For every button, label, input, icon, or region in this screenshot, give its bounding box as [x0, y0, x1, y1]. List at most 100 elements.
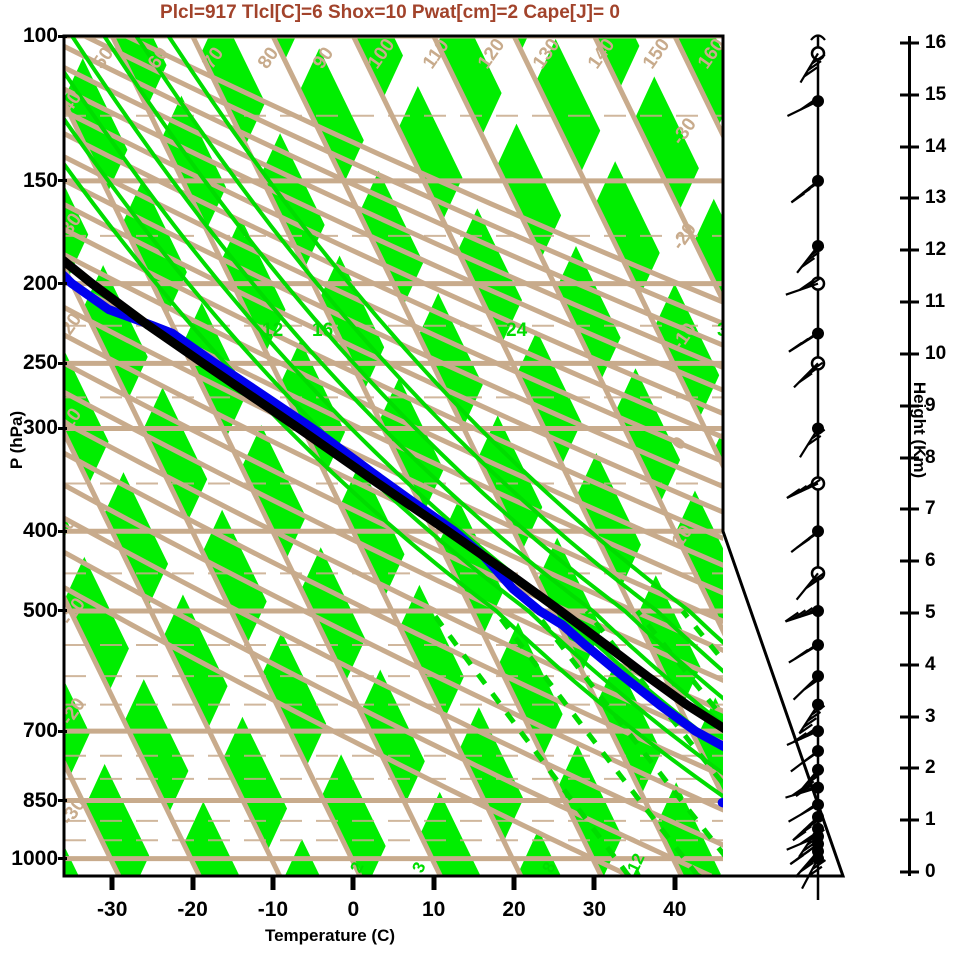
- wind-barb-feather: [789, 854, 804, 866]
- wind-barb-feather: [800, 804, 815, 816]
- chart-plot-area: 50 60 70 80 90 100 110 120 130 140 150 160 40 30 20 10 0…: [62, 34, 846, 878]
- dry-adiabat-line[interactable]: [0, 36, 961, 876]
- pressure-tick: [58, 609, 67, 613]
- dry-adiabat-line[interactable]: [0, 36, 961, 876]
- wind-barb-feather: [796, 537, 811, 549]
- wind-barb-feather: [799, 280, 814, 291]
- isotherm-line[interactable]: [0, 36, 282, 876]
- wind-barb-feather: [788, 341, 803, 353]
- wind-barb-feather: [799, 834, 814, 845]
- isotherm-line[interactable]: [190, 36, 604, 876]
- shade-band-cross[interactable]: [0, 36, 209, 876]
- mixing-ratio-lines[interactable]: [429, 609, 961, 876]
- temperature-tick-label: 30: [582, 898, 607, 921]
- shade-band[interactable]: [594, 36, 961, 876]
- moist-adiabat-line[interactable]: [0, 36, 818, 861]
- shade-band-cross[interactable]: [603, 36, 961, 876]
- isotherm-line[interactable]: [431, 36, 843, 876]
- dry-adiabat-line[interactable]: [0, 36, 961, 876]
- mixing-ratio-line[interactable]: [635, 609, 852, 876]
- isotherm-line[interactable]: [592, 36, 961, 876]
- shade-band[interactable]: [0, 36, 401, 876]
- height-tick-label: 9: [925, 394, 936, 416]
- wind-barb-feather: [803, 679, 818, 691]
- page-title: Plcl=917 Tlcl[C]=6 Shox=10 Pwat[cm]=2 Ca…: [160, 2, 620, 23]
- dry-adiabat-line[interactable]: [0, 36, 961, 876]
- wind-barb-feather: [807, 434, 822, 446]
- moist-adiabat-line[interactable]: [70, 36, 914, 861]
- chart-frame[interactable]: [62, 34, 846, 878]
- pressure-tick: [58, 529, 67, 533]
- plot-content[interactable]: 50 60 70 80 90 100 110 120 130 140 150 160403020100…: [0, 35, 961, 876]
- dry-adiabat-line[interactable]: [0, 36, 961, 876]
- shade-band-cross[interactable]: [24, 36, 441, 876]
- shade-band-cross[interactable]: [255, 36, 673, 876]
- temperature-trace[interactable]: [0, 75, 862, 864]
- moist-adiabat-line[interactable]: [134, 36, 961, 861]
- wind-barb-feather: [784, 611, 799, 623]
- moist-adiabat-line[interactable]: [8, 36, 850, 861]
- shade-band-cross[interactable]: [487, 36, 905, 876]
- temperature-tick: [511, 876, 517, 890]
- wind-barb-feather: [808, 865, 823, 877]
- temperature-tick: [270, 876, 276, 890]
- wind-barb-feather: [805, 251, 820, 263]
- wind-barb-feather: [793, 484, 808, 496]
- isotherm-line[interactable]: [0, 36, 363, 876]
- wind-barb-feather: [799, 99, 815, 111]
- isotherm-label-left[interactable]: 20: [57, 310, 86, 339]
- moist-adiabat-line[interactable]: [40, 36, 882, 861]
- mixing-ratio-label[interactable]: 3: [408, 859, 429, 876]
- wind-barb-feather: [798, 607, 814, 618]
- dry-adiabat-line[interactable]: [0, 36, 793, 876]
- wind-barb-feather: [799, 729, 814, 740]
- wind-barb-feather: [805, 781, 821, 793]
- wind-barb-feather: [795, 786, 810, 798]
- isotherm-line[interactable]: [0, 36, 202, 876]
- dry-adiabat-line[interactable]: [0, 36, 961, 876]
- temperature-tick-label: 0: [347, 898, 360, 921]
- height-tick-label: 0: [925, 861, 936, 882]
- wind-barb-feather: [807, 60, 822, 71]
- wind-barb-feather: [806, 604, 821, 616]
- wind-barb-column: [784, 34, 827, 900]
- moist-adiabat-label[interactable]: 12: [262, 320, 283, 341]
- dry-adiabat-line[interactable]: [0, 36, 874, 876]
- temperature-tick-label: 10: [421, 898, 446, 921]
- dewpoint-trace[interactable]: [0, 75, 833, 864]
- height-tick: [900, 818, 919, 822]
- temperature-tick: [190, 876, 196, 890]
- isotherm-line[interactable]: [511, 36, 923, 876]
- pressure-tick-label: 150: [22, 168, 58, 192]
- wind-barb-feather: [809, 572, 825, 584]
- dry-adiabat-line[interactable]: [0, 36, 961, 876]
- moist-adiabat-label[interactable]: 24: [506, 320, 528, 341]
- height-tick-label: 7: [925, 498, 936, 520]
- dry-adiabat-line[interactable]: [0, 36, 956, 876]
- pressure-tick-label: 500: [22, 598, 58, 622]
- dry-adiabat-line[interactable]: [0, 36, 631, 876]
- dry-adiabat-line[interactable]: [0, 36, 961, 876]
- moist-adiabat-label[interactable]: 16: [312, 320, 333, 341]
- wind-barb-feather: [786, 488, 801, 499]
- dry-adiabat-line[interactable]: [0, 36, 961, 876]
- shade-band-cross[interactable]: [371, 36, 789, 876]
- height-tick: [900, 611, 919, 615]
- dry-adiabat-line[interactable]: [0, 36, 961, 876]
- temperature-tick: [591, 876, 597, 890]
- height-tick: [900, 715, 919, 719]
- pressure-tick: [58, 729, 67, 733]
- wind-barb-feather: [803, 367, 818, 378]
- pressure-tick: [58, 426, 67, 430]
- moist-adiabat-line[interactable]: [166, 36, 961, 861]
- moist-adiabat-label[interactable]: 32: [717, 320, 738, 341]
- height-tick: [900, 456, 919, 459]
- isotherm-line[interactable]: [351, 36, 762, 876]
- wind-barb-feather: [806, 834, 821, 846]
- wind-barb-feather: [808, 674, 824, 686]
- dry-adiabat-line[interactable]: [0, 36, 961, 876]
- dry-adiabat-line[interactable]: [0, 36, 961, 876]
- height-tick: [900, 145, 919, 149]
- shade-band[interactable]: [514, 36, 961, 876]
- height-tick-label: 6: [925, 550, 936, 572]
